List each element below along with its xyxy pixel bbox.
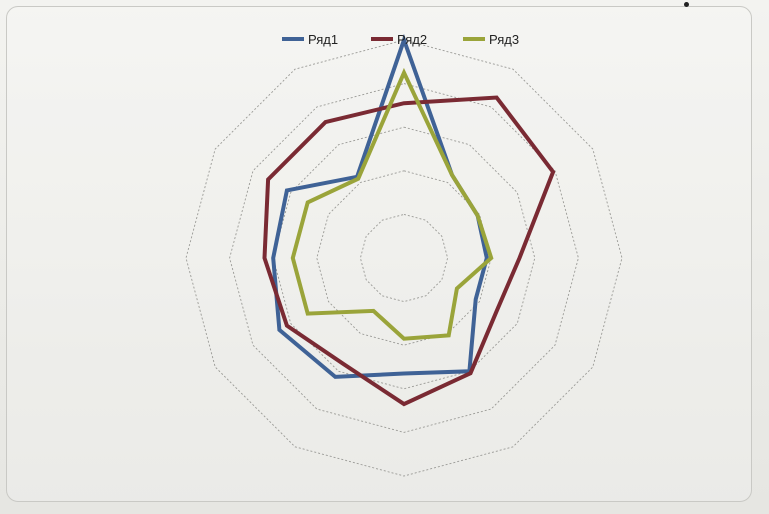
legend-label: Ряд2 (397, 32, 427, 47)
grid-ring (272, 126, 536, 390)
radar-plot-area (262, 33, 556, 407)
corner-dot (684, 2, 689, 7)
legend-label: Ряд1 (308, 32, 338, 47)
grid-ring (359, 213, 449, 303)
legend-label: Ряд3 (489, 32, 519, 47)
legend-item: Ряд1 (282, 32, 338, 47)
grid-ring (229, 83, 579, 433)
series-line-3 (290, 67, 494, 341)
chart-frame (6, 6, 752, 502)
series-line-2 (262, 95, 556, 407)
legend-item: Ряд2 (371, 32, 427, 47)
legend-item: Ряд3 (463, 32, 519, 47)
legend: Ряд1 Ряд2 Ряд3 (282, 32, 519, 47)
grid-ring (185, 39, 623, 477)
radar-grid (185, 39, 623, 477)
